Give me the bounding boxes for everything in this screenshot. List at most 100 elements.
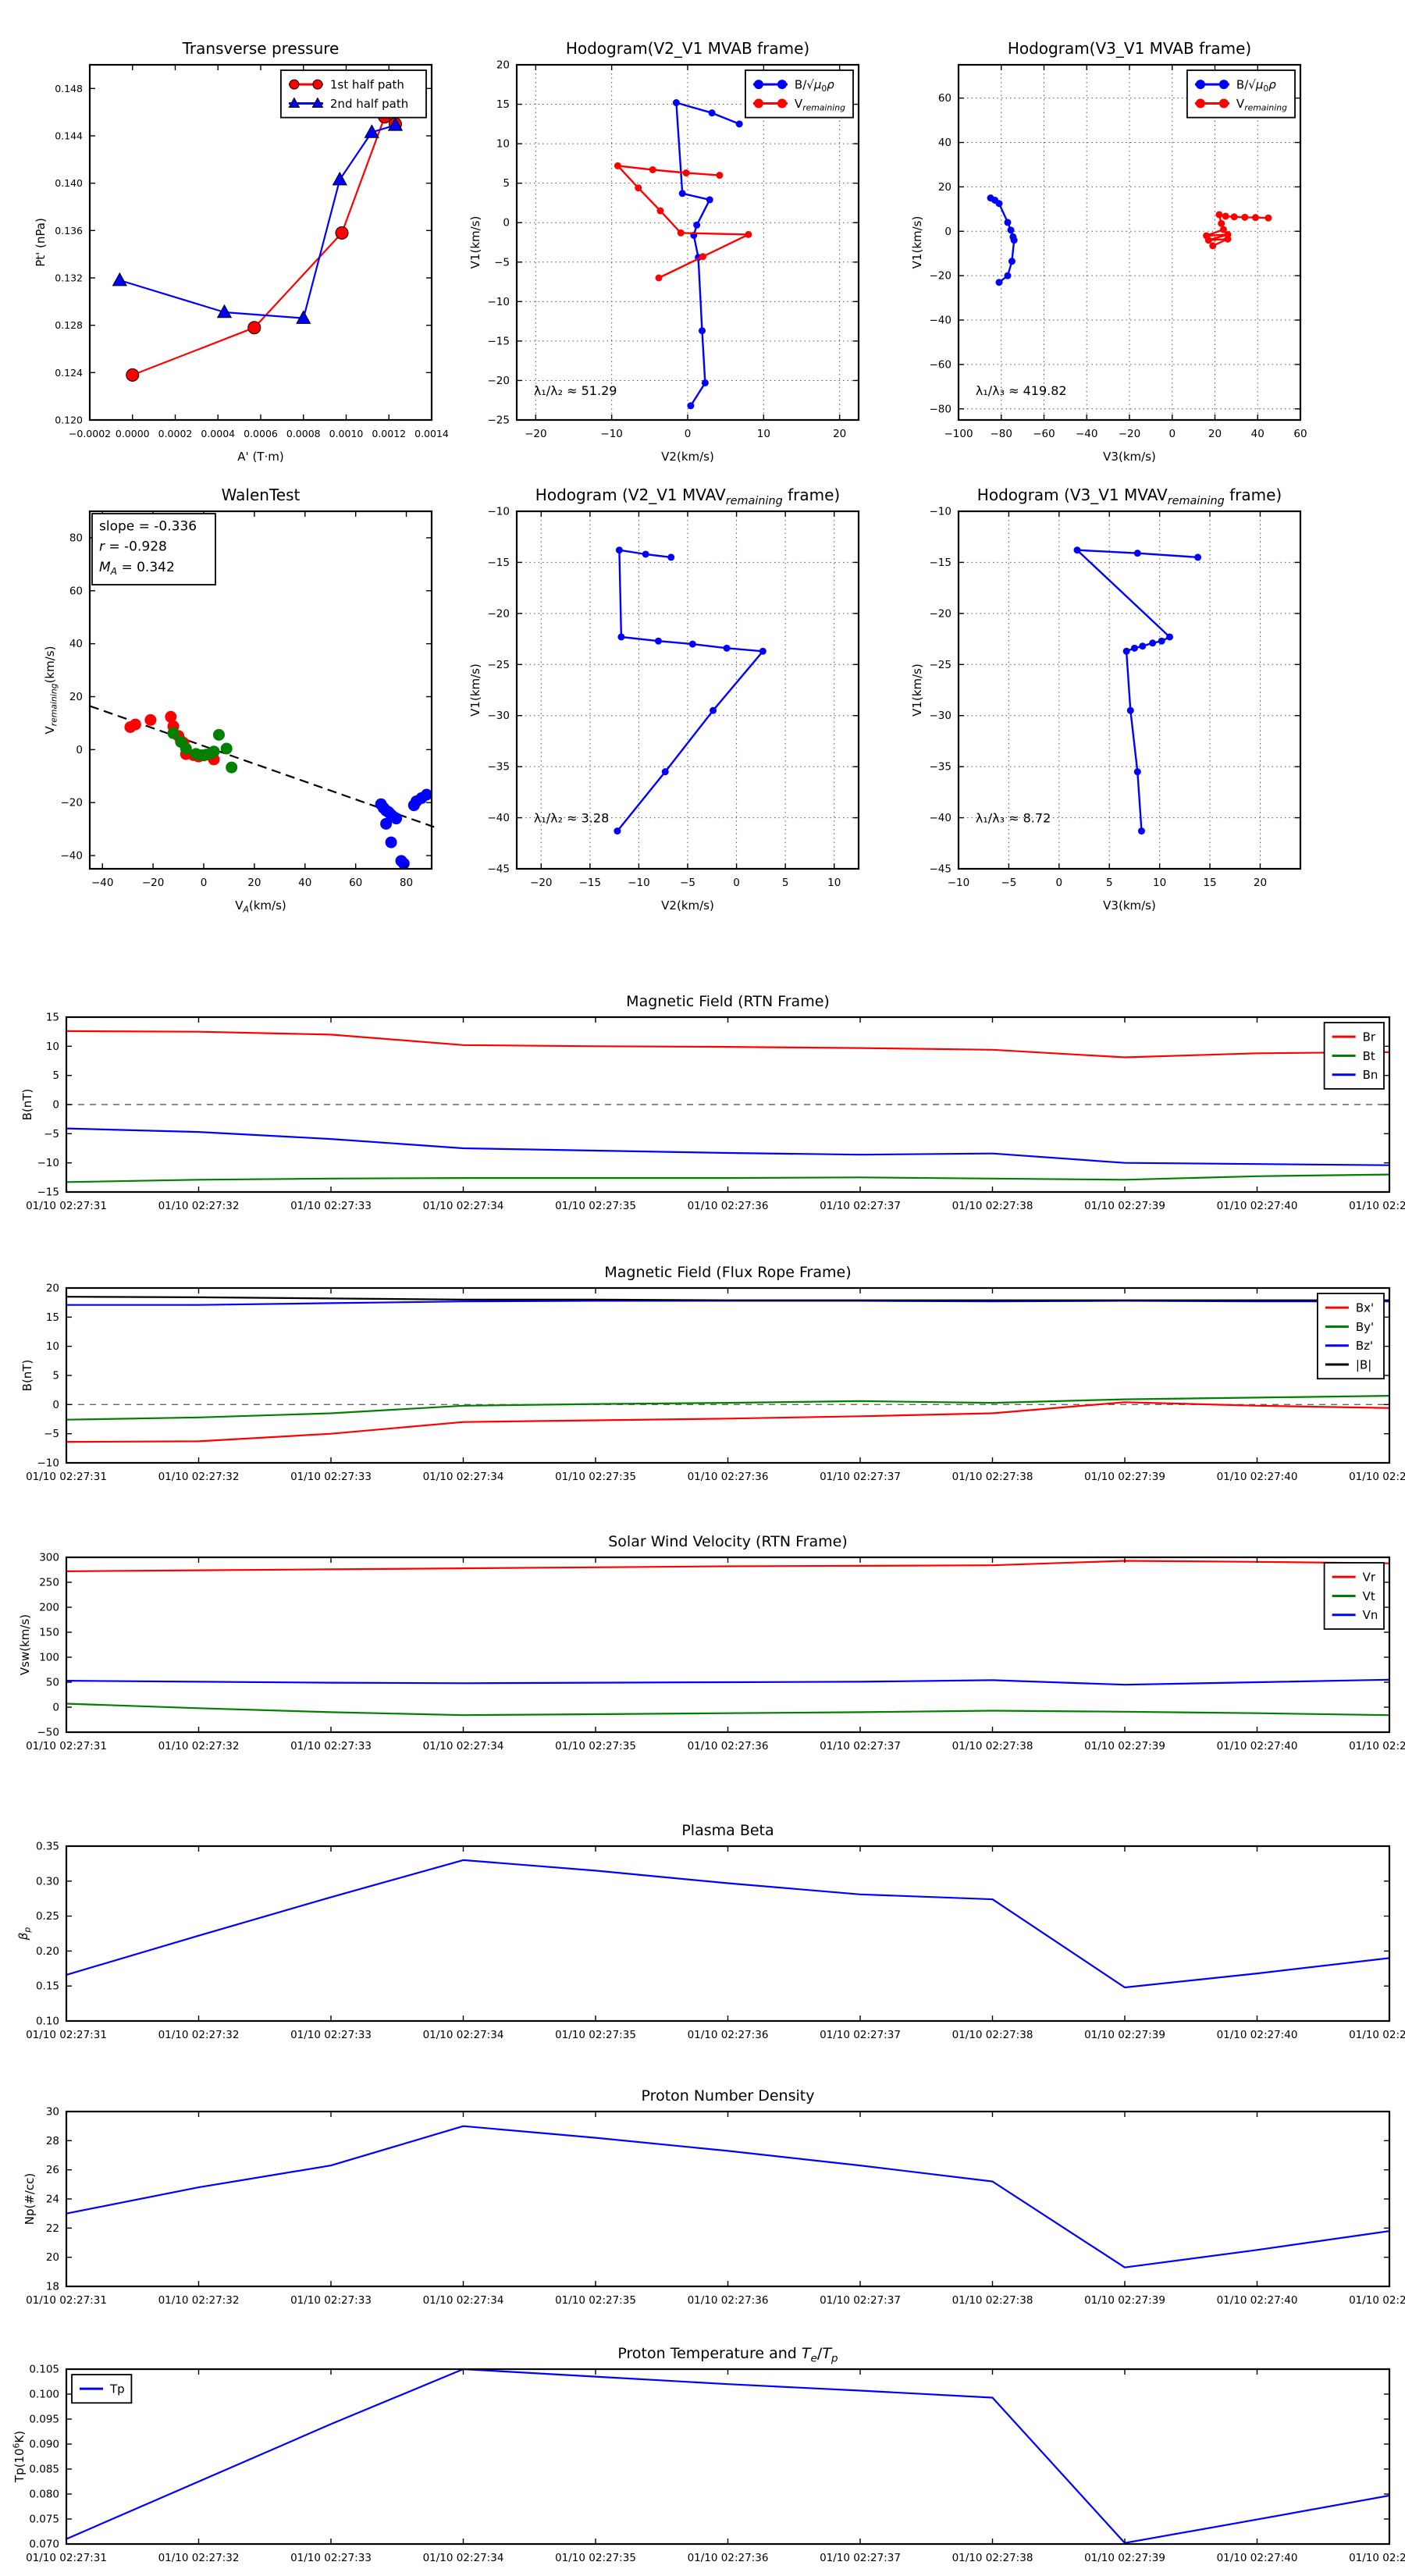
chart-proton-number-density-series-np <box>66 2125 1390 2268</box>
chart-magnetic-field-flux-rope-legend-label: Bx' <box>1356 1301 1374 1315</box>
chart-magnetic-field-rtn-ytick-label: −10 <box>37 1157 60 1169</box>
chart-plasma-beta-series-beta-p <box>66 1859 1390 1989</box>
chart-proton-number-density-ytick-label: 20 <box>46 2251 59 2264</box>
chart-walen-test-ytick-label: 20 <box>69 691 83 703</box>
chart-magnetic-field-flux-rope-legend: Bx' By' Bz' |B| <box>1317 1293 1385 1380</box>
chart-hodogram-v3v1-mvav-xtick-label: 15 <box>1203 877 1216 889</box>
chart-proton-number-density-ylabel: Np(#/cc) <box>23 2173 37 2226</box>
chart-proton-number-density-xtick-label: 01/10 02:27:39 <box>1084 2294 1165 2307</box>
chart-magnetic-field-rtn-series-br <box>66 1030 1390 1059</box>
chart-solar-wind-velocity-ytick-label: −50 <box>37 1727 60 1739</box>
chart-proton-temperature-xtick-label: 01/10 02:27:38 <box>952 2552 1033 2564</box>
chart-transverse-pressure-legend: 1st half path 2nd half path <box>279 69 427 119</box>
chart-proton-temperature: 01/10 02:27:31 01/10 02:27:32 01/10 02:27:… <box>11 2345 1405 2564</box>
chart-proton-number-density-axes: 01/10 02:27:31 01/10 02:27:32 01/10 02:27:… <box>26 2106 1405 2307</box>
chart-walen-test-axes: −40 −20 0 20 40 60 80 −40 −20 0 20 40 60 80 <box>61 510 433 889</box>
chart-hodogram-v3v1-mvab-markers-b-over-sqrt-mu0rho <box>987 194 1018 286</box>
chart-walen-test-title: WalenTest <box>222 486 301 504</box>
chart-magnetic-field-flux-rope-ylabel: B(nT) <box>20 1360 34 1392</box>
chart-magnetic-field-flux-rope-ytick-label: 10 <box>46 1340 59 1353</box>
chart-walen-test-stats-line: r = -0.928 <box>99 539 167 555</box>
chart-hodogram-v2v1-mvav-ytick-label: −35 <box>488 761 510 774</box>
chart-magnetic-field-flux-rope-series-bx-prime <box>66 1401 1390 1443</box>
chart-solar-wind-velocity-xtick-label: 01/10 02:27:32 <box>158 1740 240 1752</box>
chart-hodogram-v3v1-mvab-axes: −100 −80 −60 −40 −20 0 20 40 60 −80 −60 −40 −20 0 20 40… <box>930 63 1307 440</box>
chart-hodogram-v3v1-mvav-markers-v-path <box>1073 546 1202 835</box>
chart-hodogram-v3v1-mvab-xtick-label: −20 <box>1119 428 1141 440</box>
chart-hodogram-v2v1-mvav-axes: −20 −15 −10 −5 0 5 10 −45 −40 −35 −30 −25 −20 −15 −10 <box>488 506 860 889</box>
chart-magnetic-field-rtn-legend-label: Br <box>1363 1030 1376 1044</box>
chart-proton-temperature-ytick-label: 0.070 <box>29 2539 59 2551</box>
chart-solar-wind-velocity-ylabel: Vsw(km/s) <box>18 1614 32 1675</box>
chart-hodogram-v3v1-mvav-xtick-label: −5 <box>1001 877 1016 889</box>
chart-proton-number-density-title: Proton Number Density <box>642 2087 815 2105</box>
chart-magnetic-field-rtn-xtick-label: 01/10 02:27:38 <box>952 1200 1033 1212</box>
chart-hodogram-v2v1-mvab: −20 −10 0 10 20 −25 −20 −15 −10 −5 0 5 10 15 20 Hodogra… <box>468 39 860 464</box>
chart-hodogram-v3v1-mvav-series-v-path <box>1076 549 1198 831</box>
chart-hodogram-v3v1-mvab-annotation: λ₁/λ₃ ≈ 419.82 <box>976 383 1067 398</box>
chart-solar-wind-velocity-xtick-label: 01/10 02:27:33 <box>290 1740 372 1752</box>
chart-proton-temperature-xtick-label: 01/10 02:27:31 <box>26 2552 107 2564</box>
chart-transverse-pressure-xtick-label: 0.0014 <box>414 428 449 439</box>
chart-hodogram-v2v1-mvav-annotation: λ₁/λ₂ ≈ 3.28 <box>534 810 609 825</box>
chart-proton-number-density-ytick-label: 30 <box>46 2106 59 2119</box>
chart-magnetic-field-flux-rope-xtick-label: 01/10 02:27:36 <box>688 1471 769 1483</box>
chart-hodogram-v3v1-mvab-legend-label: Vremaining <box>1236 97 1287 113</box>
chart-proton-number-density-xtick-label: 01/10 02:27:40 <box>1217 2294 1298 2307</box>
chart-hodogram-v3v1-mvav-title: Hodogram (V3_V1 MVAVremaining frame) <box>977 486 1282 507</box>
chart-hodogram-v2v1-mvav-xlabel: V2(km/s) <box>661 898 714 913</box>
chart-magnetic-field-rtn-ytick-label: 5 <box>52 1069 59 1082</box>
chart-hodogram-v2v1-mvab-ytick-label: −20 <box>488 375 510 387</box>
chart-walen-test-stats-line: MA = 0.342 <box>99 560 175 577</box>
chart-solar-wind-velocity-xtick-label: 01/10 02:27:34 <box>423 1740 504 1752</box>
chart-hodogram-v3v1-mvab-xtick-label: −80 <box>991 428 1013 440</box>
chart-proton-number-density-xtick-label: 01/10 02:27:38 <box>952 2294 1033 2307</box>
chart-hodogram-v3v1-mvab-xtick-label: −100 <box>944 428 973 440</box>
chart-proton-number-density-ytick-label: 18 <box>46 2281 59 2293</box>
chart-hodogram-v2v1-mvav-xtick-label: −15 <box>579 877 602 889</box>
chart-solar-wind-velocity-xtick-label: 01/10 02:27:35 <box>555 1740 636 1752</box>
chart-magnetic-field-flux-rope-xtick-label: 01/10 02:27:39 <box>1084 1471 1165 1483</box>
chart-transverse-pressure-ytick-label: 0.132 <box>55 272 83 284</box>
chart-transverse-pressure-xtick-label: 0.0002 <box>158 428 193 439</box>
chart-plasma-beta-ytick-label: 0.30 <box>36 1875 59 1888</box>
chart-transverse-pressure-xtick-label: 0.0000 <box>116 428 150 439</box>
chart-magnetic-field-flux-rope-xtick-label: 01/10 02:27:31 <box>26 1471 107 1483</box>
chart-magnetic-field-rtn-ytick-label: 10 <box>46 1041 59 1053</box>
chart-proton-number-density-xtick-label: 01/10 02:27:34 <box>423 2294 504 2307</box>
chart-transverse-pressure-xtick-label: −0.0002 <box>69 428 111 439</box>
chart-hodogram-v2v1-mvab-ytick-label: −10 <box>488 296 510 308</box>
chart-hodogram-v3v1-mvab-legend-label: B/√μ0ρ <box>1236 78 1276 94</box>
chart-plasma-beta-ytick-label: 0.15 <box>36 1980 59 1993</box>
chart-hodogram-v2v1-mvab-xtick-label: −20 <box>525 428 547 440</box>
chart-magnetic-field-flux-rope-xtick-label: 01/10 02:27:41 <box>1349 1471 1405 1483</box>
chart-magnetic-field-flux-rope-xtick-label: 01/10 02:27:33 <box>290 1471 372 1483</box>
chart-solar-wind-velocity-series-vr <box>66 1560 1390 1572</box>
chart-hodogram-v3v1-mvab-ytick-label: −60 <box>930 358 952 371</box>
chart-hodogram-v3v1-mvab-ytick-label: −40 <box>930 315 952 327</box>
chart-hodogram-v3v1-mvab: −100 −80 −60 −40 −20 0 20 40 60 −80 −60 −40 −20 0 20 40… <box>910 39 1307 464</box>
chart-hodogram-v3v1-mvav-axes: −10 −5 0 5 10 15 20 −45 −40 −35 −30 −25 −20 −15 −10 <box>930 506 1302 889</box>
chart-solar-wind-velocity-series <box>66 1560 1390 1717</box>
chart-hodogram-v2v1-mvav-ytick-label: −10 <box>488 506 510 518</box>
chart-proton-number-density-xtick-label: 01/10 02:27:32 <box>158 2294 240 2307</box>
chart-proton-temperature-ytick-label: 0.105 <box>29 2364 59 2376</box>
chart-hodogram-v3v1-mvav-ytick-label: −45 <box>930 863 952 876</box>
chart-hodogram-v2v1-mvav-series <box>614 546 767 835</box>
chart-magnetic-field-flux-rope-xtick-label: 01/10 02:27:34 <box>423 1471 504 1483</box>
chart-proton-number-density-ytick-label: 26 <box>46 2164 59 2176</box>
chart-magnetic-field-flux-rope-ytick-label: 15 <box>46 1311 59 1324</box>
chart-proton-temperature-xtick-label: 01/10 02:27:33 <box>290 2552 372 2564</box>
chart-magnetic-field-rtn-ytick-label: −15 <box>37 1187 60 1199</box>
chart-solar-wind-velocity-xtick-label: 01/10 02:27:31 <box>26 1740 107 1752</box>
chart-solar-wind-velocity-xtick-label: 01/10 02:27:39 <box>1084 1740 1165 1752</box>
chart-plasma-beta-xtick-label: 01/10 02:27:39 <box>1084 2029 1165 2041</box>
chart-walen-test-xtick-label: 60 <box>349 877 362 889</box>
chart-hodogram-v3v1-mvav-series <box>1073 546 1202 835</box>
chart-plasma-beta-axes: 01/10 02:27:31 01/10 02:27:32 01/10 02:27:… <box>26 1841 1405 2042</box>
chart-hodogram-v2v1-mvav-xtick-label: −5 <box>680 877 695 889</box>
chart-magnetic-field-flux-rope-xtick-label: 01/10 02:27:40 <box>1217 1471 1298 1483</box>
chart-proton-temperature-xtick-label: 01/10 02:27:40 <box>1217 2552 1298 2564</box>
chart-proton-temperature-xtick-label: 01/10 02:27:41 <box>1349 2552 1405 2564</box>
chart-magnetic-field-rtn-xtick-label: 01/10 02:27:41 <box>1349 1200 1405 1212</box>
